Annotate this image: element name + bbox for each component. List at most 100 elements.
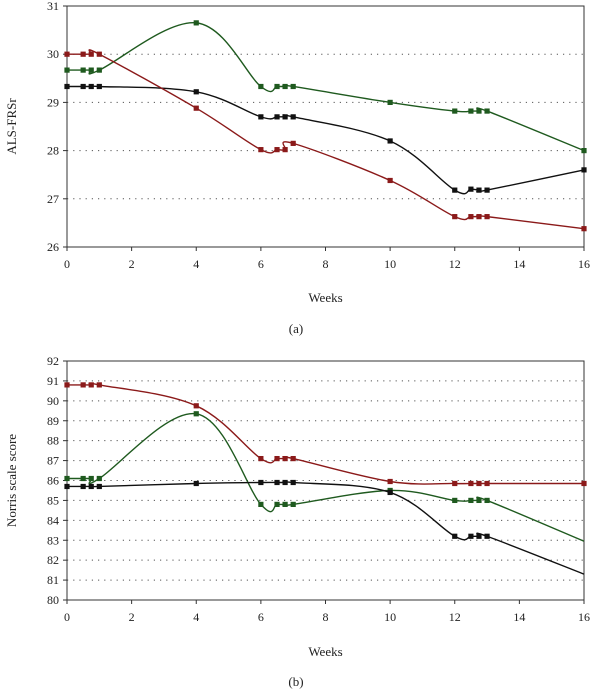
x-tick-label-a-8: 8 [323,257,329,271]
data-point-b-2-7 [282,501,288,507]
data-point-a-2-12 [476,187,482,193]
data-point-b-2-13 [484,497,490,504]
y-tick-label-b-84: 84 [47,513,59,527]
x-tick-label-b-6: 6 [258,610,264,624]
x-tick-label-b-0: 0 [64,610,70,624]
plot-frame-b [66,360,585,601]
y-tick-label-b-89: 89 [47,414,59,428]
y-tick-label-a-29: 29 [47,95,59,109]
y-tick-label-b-82: 82 [47,553,59,567]
data-point-a-2-5 [258,114,264,120]
series-line-a-3 [67,49,585,230]
data-point-a-3-0 [64,51,70,57]
data-point-a-3-3 [96,51,102,57]
data-point-a-1-6 [274,83,280,90]
data-point-b-2-4 [193,411,199,417]
data-point-b-1-7 [282,455,288,462]
data-point-b-3-5 [258,479,264,486]
data-point-a-3-9 [387,177,393,184]
x-tick-label-b-12: 12 [449,610,461,624]
panel-label-a: (a) [289,321,303,336]
x-axis-label-a: Weeks [308,290,342,305]
data-point-a-2-8 [290,114,296,120]
data-point-a-1-10 [452,108,458,114]
data-point-b-1-2 [88,382,94,388]
data-point-a-3-13 [484,214,490,220]
data-point-a-2-3 [96,83,102,90]
data-point-b-3-11 [468,533,474,539]
data-point-a-3-11 [468,214,474,220]
data-point-b-1-11 [468,480,474,487]
series-line-b-3 [67,481,585,575]
data-point-a-1-1 [80,67,86,73]
data-point-b-1-14 [581,480,587,487]
x-tick-label-a-6: 6 [258,257,264,271]
data-point-b-2-5 [258,501,264,507]
data-point-b-3-12 [476,533,482,539]
data-point-b-3-9 [387,489,393,496]
data-point-b-3-13 [484,533,490,539]
x-tick-label-a-10: 10 [384,257,396,271]
data-point-a-2-14 [581,167,587,173]
data-point-b-3-1 [80,483,86,490]
data-point-a-1-11 [468,108,474,114]
y-tick-label-a-30: 30 [47,47,59,61]
data-point-a-3-7 [282,147,288,153]
panel-label-b: (b) [288,674,303,689]
x-tick-label-b-2: 2 [129,610,135,624]
series-line-a-1 [67,22,585,152]
x-tick-label-a-0: 0 [64,257,70,271]
data-point-a-3-10 [452,214,458,220]
data-point-b-1-13 [484,480,490,487]
data-point-b-1-5 [258,455,264,462]
y-tick-label-b-86: 86 [47,474,59,488]
y-axis-label-a: ALS-FRSr [4,98,19,155]
data-point-b-1-3 [96,382,102,388]
y-tick-label-a-26: 26 [47,240,59,254]
data-point-b-3-6 [274,479,280,486]
x-tick-label-a-16: 16 [578,257,590,271]
data-point-b-2-2 [88,475,94,482]
x-tick-label-a-12: 12 [449,257,461,271]
y-tick-label-b-88: 88 [47,434,59,448]
x-tick-label-b-10: 10 [384,610,396,624]
data-point-a-1-13 [484,108,490,114]
y-tick-label-b-87: 87 [47,454,59,468]
data-point-a-2-2 [88,83,94,90]
y-tick-label-b-92: 92 [47,354,59,368]
data-point-b-1-1 [80,382,86,388]
x-tick-label-a-4: 4 [193,257,199,271]
data-point-b-1-0 [64,382,70,388]
data-point-b-2-1 [80,475,86,482]
data-point-b-3-8 [290,479,296,486]
panel-b-chart: 80 81 82 83 84 85 86 87 88 89 90 91 92 0 2 4 6 8 10 12 14 16 W… [4,354,590,689]
data-point-a-1-0 [64,67,70,73]
data-point-a-1-2 [88,67,94,73]
data-point-b-3-0 [64,483,70,490]
data-point-a-1-12 [476,108,482,114]
data-point-a-1-14 [581,148,587,154]
data-point-a-1-7 [282,83,288,90]
data-point-a-1-3 [96,67,102,73]
data-point-a-3-1 [80,51,86,57]
x-tick-label-a-2: 2 [129,257,135,271]
data-point-b-2-0 [64,475,70,482]
y-tick-label-b-81: 81 [47,573,59,587]
data-point-a-2-10 [452,187,458,193]
data-point-b-3-4 [193,480,199,487]
data-point-a-2-4 [193,89,199,95]
y-tick-label-a-28: 28 [47,144,59,158]
y-tick-label-b-80: 80 [47,593,59,607]
data-point-b-1-9 [387,478,393,485]
data-point-a-3-6 [274,147,280,153]
data-point-a-3-5 [258,147,264,153]
panel-a-chart: 26 27 28 29 30 31 0 2 4 6 8 10 12 14 16 Weeks ALS-FRSr (a… [4,0,590,336]
x-tick-label-b-14: 14 [513,610,525,624]
data-point-b-1-6 [274,455,280,462]
data-point-a-2-11 [468,186,474,192]
data-point-a-2-0 [64,83,70,90]
data-point-b-3-10 [452,533,458,539]
x-tick-label-b-4: 4 [193,610,199,624]
data-point-b-1-8 [290,455,296,462]
